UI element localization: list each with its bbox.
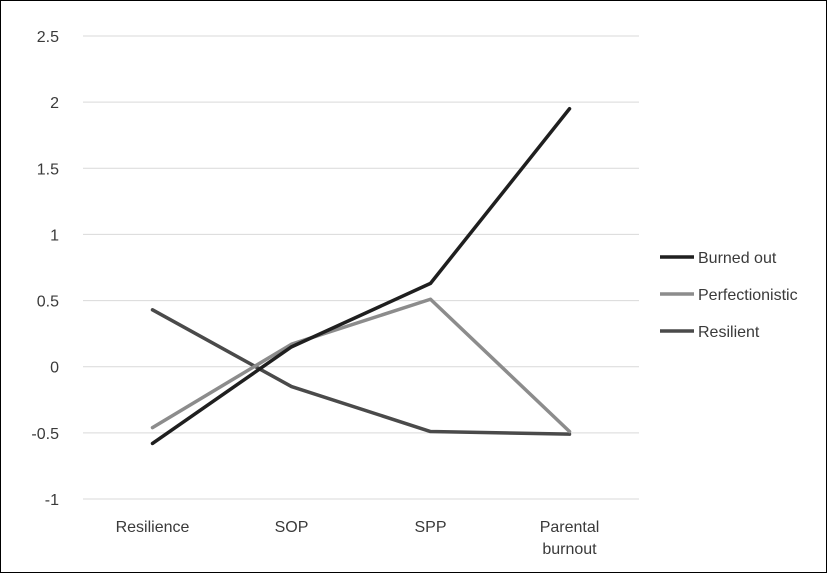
x-category-label-line: Resilience xyxy=(116,519,190,536)
x-category-label: Resilience xyxy=(116,519,190,536)
data-point xyxy=(429,281,432,285)
legend-label: Burned out xyxy=(698,250,777,267)
data-point xyxy=(429,430,432,434)
gridlines xyxy=(83,35,639,500)
legend: Burned out Perfectionistic Resilient xyxy=(660,250,798,341)
data-point xyxy=(151,308,154,312)
data-point xyxy=(568,432,571,436)
data-point xyxy=(151,441,154,445)
data-point xyxy=(568,430,571,434)
x-category-label: Parental burnout xyxy=(540,519,600,558)
x-category-label-line: SOP xyxy=(275,519,309,536)
series-line-burned-out xyxy=(150,107,572,446)
series-line-resilient xyxy=(150,308,572,436)
y-tick-label: 1.5 xyxy=(37,161,59,178)
y-tick-label: 2.5 xyxy=(37,29,59,46)
data-point xyxy=(429,297,432,301)
x-category-label-line: Parental xyxy=(540,519,600,536)
x-category-label: SOP xyxy=(275,519,309,536)
y-tick-label: 0.5 xyxy=(37,294,59,311)
y-axis-tick-labels: -1 -0.5 0 0.5 1 1.5 2 2.5 xyxy=(31,29,59,509)
x-category-label-line: SPP xyxy=(414,519,446,536)
series-lines xyxy=(150,107,572,446)
x-category-label-line: burnout xyxy=(542,541,597,558)
data-point xyxy=(290,385,293,389)
y-tick-label: 2 xyxy=(50,95,59,112)
legend-label: Resilient xyxy=(698,324,760,341)
data-point xyxy=(290,345,293,349)
legend-label: Perfectionistic xyxy=(698,287,798,304)
data-point xyxy=(568,107,571,111)
y-tick-label: -1 xyxy=(45,492,59,509)
x-axis-category-labels: Resilience SOP SPP Parental burnout xyxy=(116,519,600,558)
data-point xyxy=(151,426,154,430)
y-tick-label: -0.5 xyxy=(31,426,59,443)
y-tick-label: 1 xyxy=(50,227,59,244)
series-line-perfectionistic xyxy=(150,297,572,434)
x-category-label: SPP xyxy=(414,519,446,536)
y-tick-label: 0 xyxy=(50,360,59,377)
